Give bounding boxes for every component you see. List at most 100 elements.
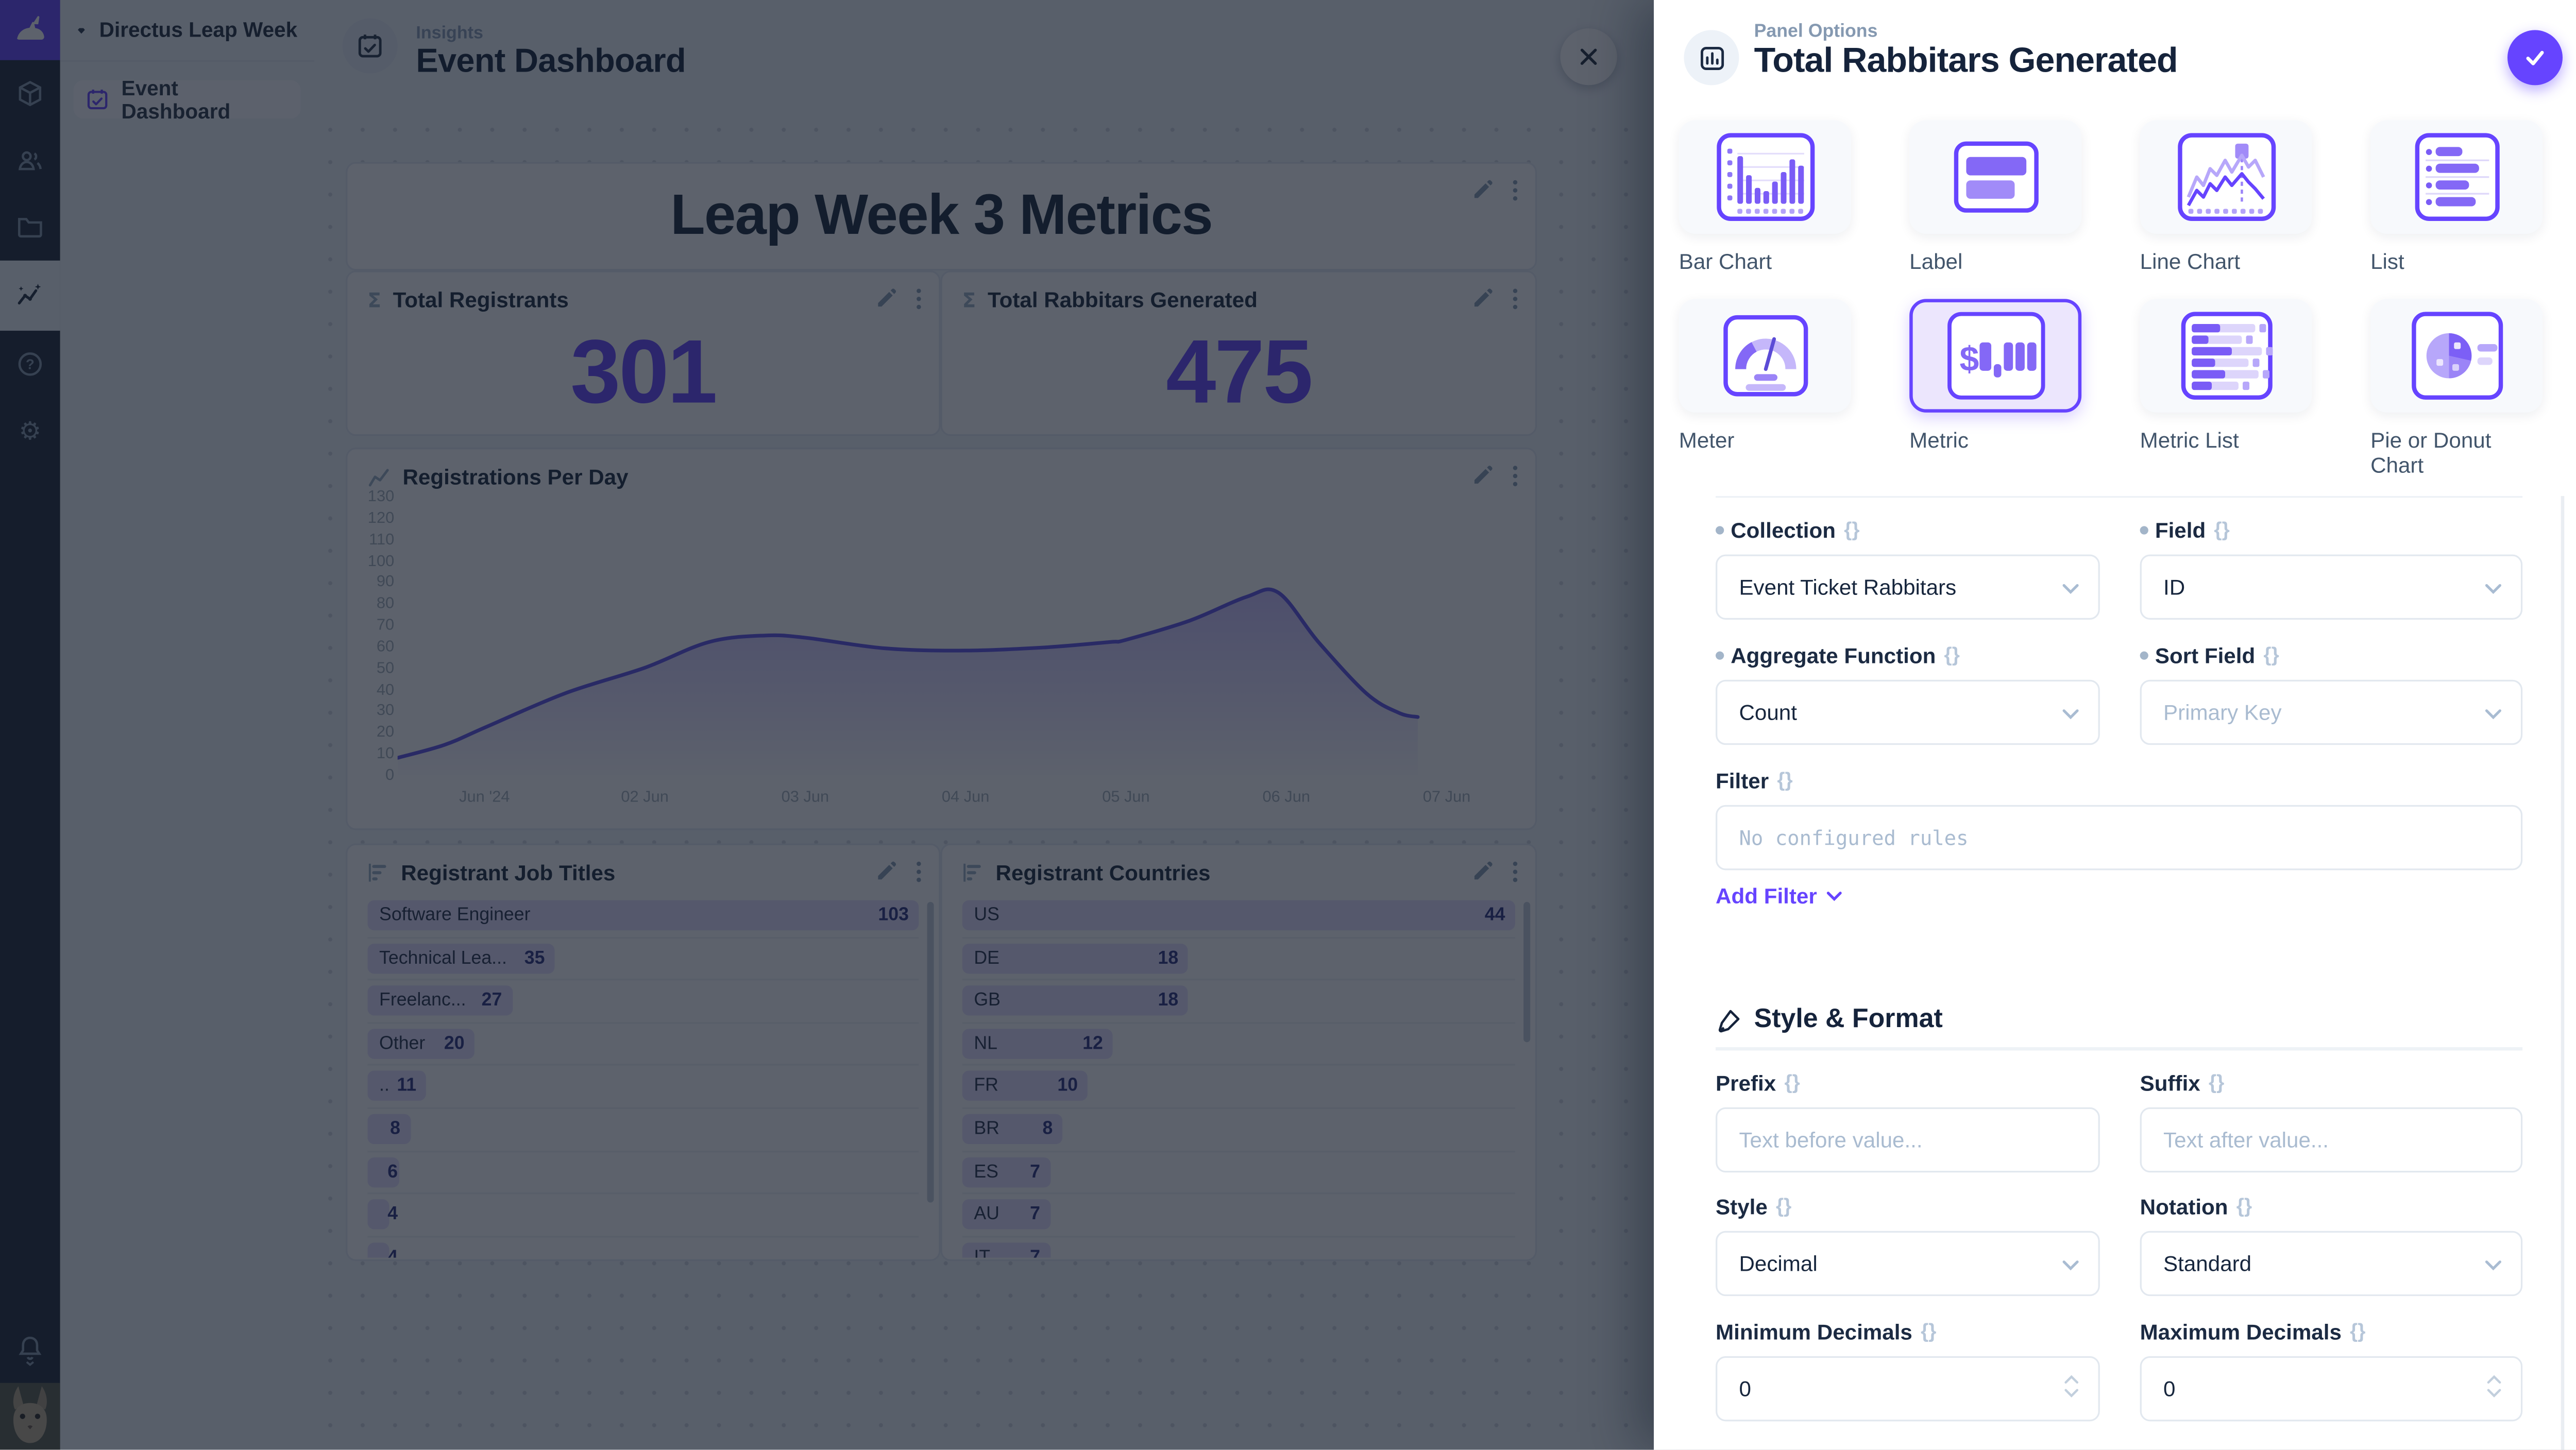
required-dot: [1716, 525, 1724, 534]
raw-value-icon: {}: [2208, 1070, 2225, 1094]
drawer-subtitle: Panel Options: [1754, 22, 1878, 42]
field-label: Notation: [2140, 1193, 2228, 1219]
field-label: Collection: [1731, 517, 1836, 542]
panel-type-metric-list[interactable]: Metric List: [2140, 299, 2312, 477]
label-illustration: [1909, 120, 2082, 234]
panel-type-label: Metric List: [2140, 428, 2239, 453]
panel-type-label: Meter: [1679, 428, 1735, 453]
field-label: Prefix: [1716, 1069, 1776, 1095]
field-suffix: Suffix {} Text after value...: [2140, 1069, 2523, 1173]
raw-value-icon: {}: [2263, 643, 2279, 667]
meter-illustration: [1679, 299, 1851, 413]
panel-type-bar-chart[interactable]: Bar Chart: [1679, 120, 1851, 299]
field-prefix: Prefix {} Text before value...: [1716, 1069, 2100, 1173]
pie-illustration: [2370, 299, 2543, 413]
panel-type-label[interactable]: Label: [1909, 120, 2082, 299]
panel-options-drawer: Panel Options Total Rabbitars Generated …: [1654, 0, 2576, 1450]
chevron-down-icon: [2485, 708, 2501, 719]
chevron-down-icon: [2062, 708, 2079, 719]
aggregate-select[interactable]: Count: [1716, 679, 2100, 745]
select-value: Event Ticket Rabbitars: [1739, 574, 1957, 600]
field-sort: Sort Field {} Primary Key: [2140, 641, 2523, 745]
bar_chart-illustration: [1679, 120, 1851, 234]
stepper-arrows[interactable]: [2486, 1374, 2502, 1397]
field-label: Suffix: [2140, 1069, 2200, 1095]
input-placeholder: Text before value...: [1739, 1127, 1923, 1153]
select-value: Count: [1739, 700, 1797, 725]
max-decimals-stepper[interactable]: 0: [2140, 1356, 2523, 1422]
panel-type-label: Bar Chart: [1679, 249, 1772, 274]
field-aggregate: Aggregate Function {} Count: [1716, 641, 2100, 745]
filter-placeholder: No configured rules: [1739, 826, 1969, 849]
suffix-input[interactable]: Text after value...: [2140, 1107, 2523, 1173]
raw-value-icon: {}: [2214, 518, 2230, 541]
chevron-down-icon: [1826, 892, 1841, 901]
chevron-up-icon: [2064, 1374, 2079, 1383]
style-format-section-header: Style & Format: [1716, 1005, 1943, 1035]
panel-type-meter[interactable]: Meter: [1679, 299, 1851, 477]
input-placeholder: Text after value...: [2163, 1127, 2329, 1153]
panel-type-label: Metric: [1909, 428, 1969, 453]
line_chart-illustration: [2140, 120, 2312, 234]
select-value: Decimal: [1739, 1251, 1818, 1276]
dashboard-region: ? ⚙: [0, 0, 1654, 1450]
field-min-decimals: Minimum Decimals {} 0: [1716, 1318, 2100, 1422]
field-collection: Collection {} Event Ticket Rabbitars: [1716, 516, 2100, 620]
panel-type-grid: Bar Chart Label Line Chart List Meter $ …: [1679, 120, 2543, 477]
panel-type-line-chart[interactable]: Line Chart: [2140, 120, 2312, 299]
raw-value-icon: {}: [2350, 1319, 2366, 1343]
panel-type-metric[interactable]: $ Metric: [1909, 299, 2082, 477]
field-style: Style {} Decimal: [1716, 1192, 2100, 1297]
panel-type-pie-or-donut-chart[interactable]: Pie or Donut Chart: [2370, 299, 2543, 477]
field-label: Style: [1716, 1193, 1768, 1219]
style-select[interactable]: Decimal: [1716, 1231, 2100, 1297]
add-filter-label: Add Filter: [1716, 883, 1817, 909]
chevron-down-icon: [2485, 1259, 2501, 1270]
field-label: Maximum Decimals: [2140, 1318, 2342, 1344]
field-label: Minimum Decimals: [1716, 1318, 1912, 1344]
panel-icon-circle: [1684, 30, 1739, 86]
field-field: Field {} ID: [2140, 516, 2523, 620]
chevron-down-icon: [2487, 1388, 2501, 1397]
filter-rules-box[interactable]: No configured rules: [1716, 805, 2523, 871]
add-filter-button[interactable]: Add Filter: [1716, 883, 1842, 909]
input-value: 0: [1739, 1376, 1751, 1402]
field-label: Field: [2155, 517, 2206, 542]
brush-icon: [1718, 1009, 1740, 1032]
collection-select[interactable]: Event Ticket Rabbitars: [1716, 554, 2100, 620]
field-label: Filter: [1716, 767, 1769, 793]
sort-select[interactable]: Primary Key: [2140, 679, 2523, 745]
input-value: 0: [2163, 1376, 2176, 1402]
chevron-down-icon: [2485, 583, 2501, 593]
field-max-decimals: Maximum Decimals {} 0: [2140, 1318, 2523, 1422]
raw-value-icon: {}: [1776, 1194, 1792, 1218]
panel-type-label: Line Chart: [2140, 249, 2241, 274]
raw-value-icon: {}: [1784, 1070, 1800, 1094]
drawer-title: Total Rabbitars Generated: [1754, 42, 2178, 80]
notation-select[interactable]: Standard: [2140, 1231, 2523, 1297]
modal-dim-overlay: [0, 0, 1654, 1450]
prefix-input[interactable]: Text before value...: [1716, 1107, 2100, 1173]
field-label: Sort Field: [2155, 642, 2256, 668]
field-select[interactable]: ID: [2140, 554, 2523, 620]
stepper-arrows[interactable]: [2063, 1374, 2079, 1397]
metric-illustration: $: [1909, 299, 2082, 413]
divider: [1716, 496, 2523, 498]
check-icon: [2526, 50, 2544, 65]
drawer-scrollbar-track[interactable]: [2561, 496, 2565, 1450]
list-illustration: [2370, 120, 2543, 234]
panel-type-list[interactable]: List: [2370, 120, 2543, 299]
chevron-up-icon: [2487, 1374, 2501, 1383]
panel-type-label: Pie or Donut Chart: [2370, 428, 2492, 478]
select-placeholder: Primary Key: [2163, 700, 2282, 725]
required-dot: [2140, 525, 2148, 534]
metric_list-illustration: [2140, 299, 2312, 413]
required-dot: [1716, 650, 1724, 659]
divider: [1716, 1047, 2523, 1051]
raw-value-icon: {}: [1844, 518, 1860, 541]
field-label: Aggregate Function: [1731, 642, 1936, 668]
min-decimals-stepper[interactable]: 0: [1716, 1356, 2100, 1422]
save-button[interactable]: [2507, 30, 2563, 86]
raw-value-icon: {}: [1777, 768, 1793, 792]
